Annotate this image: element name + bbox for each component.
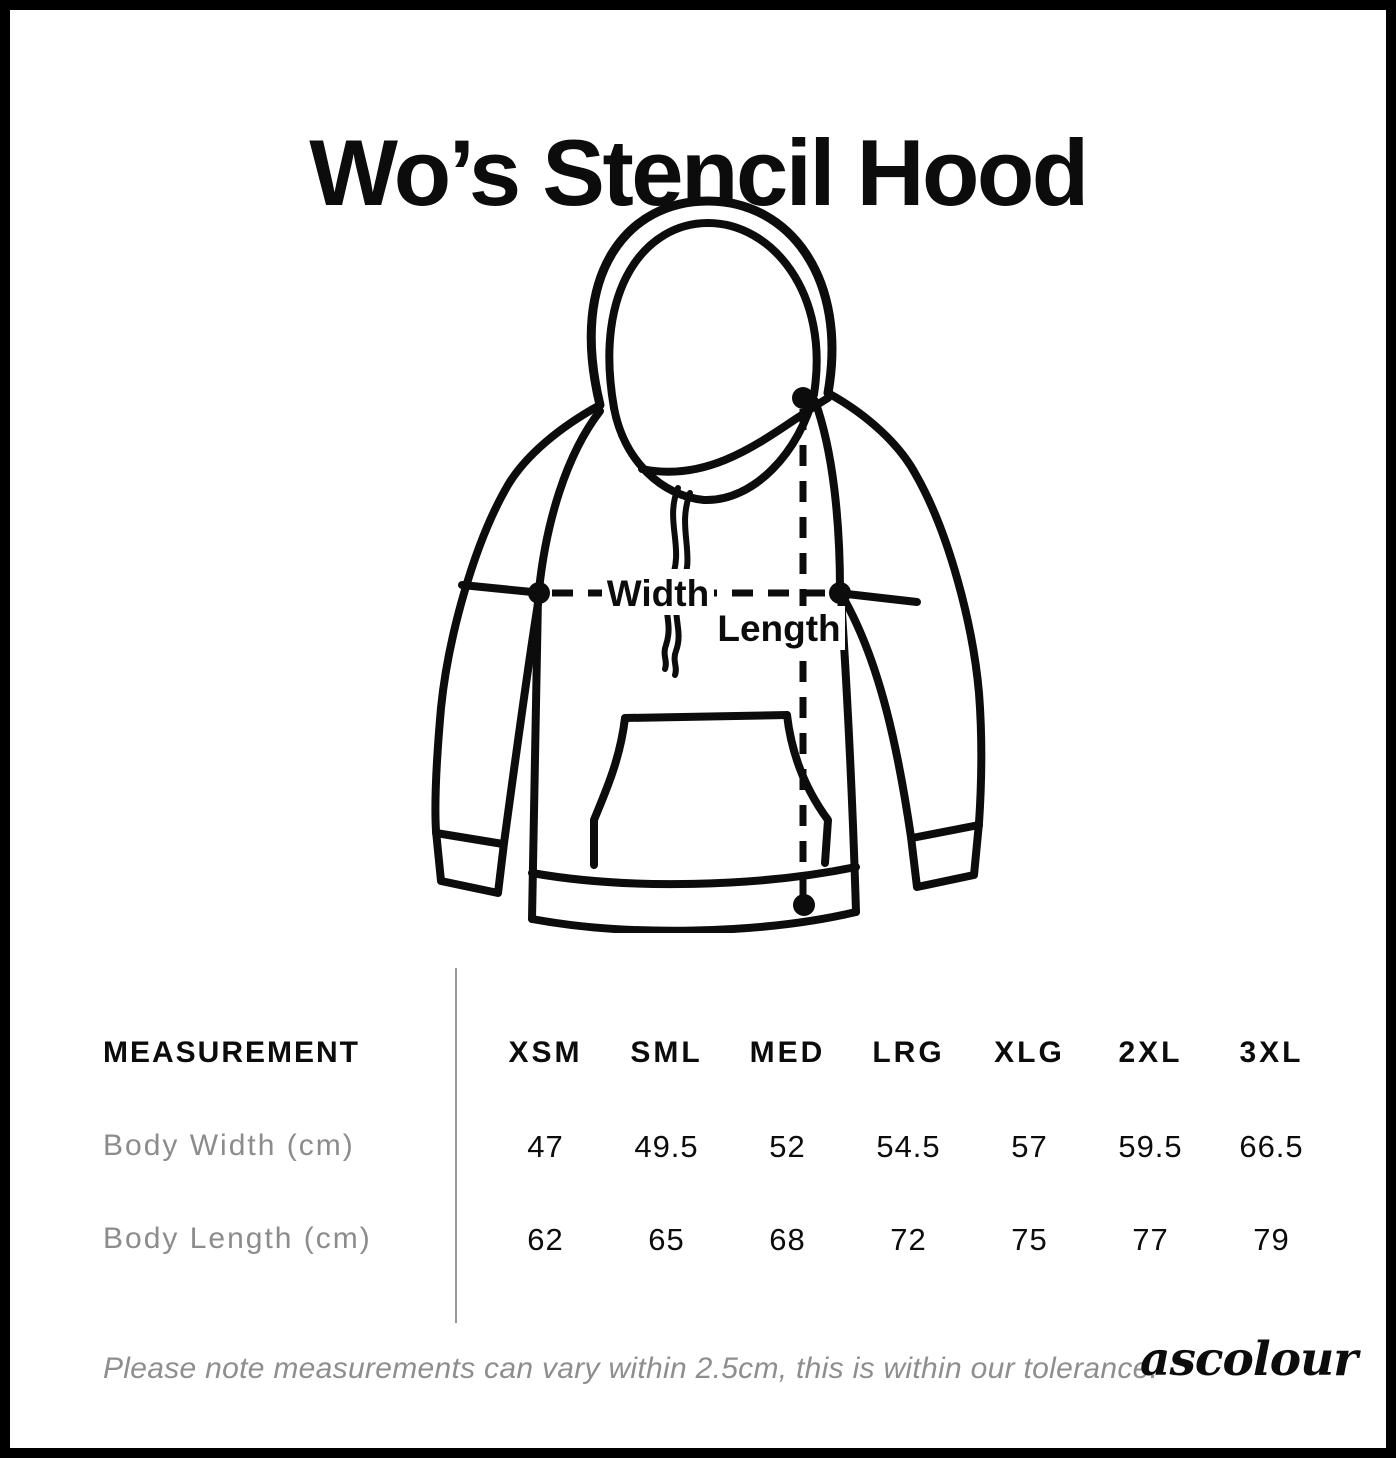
body-width-3xl: 66.5 — [1239, 1129, 1304, 1164]
right-armpit-dot — [829, 582, 851, 604]
body-length-2xl: 77 — [1132, 1222, 1169, 1257]
hoodie-diagram-svg: Width Length — [431, 196, 986, 935]
body-length-lrg: 72 — [890, 1222, 927, 1257]
hood-inner-line — [605, 219, 821, 412]
size-header-xsm: XSM — [508, 1036, 583, 1069]
size-header-2xl: 2XL — [1118, 1036, 1183, 1069]
pocket-left-edge — [590, 714, 629, 869]
body-length-sml: 65 — [648, 1222, 685, 1257]
pocket-top-edge — [621, 711, 791, 722]
left-sleeve-outline — [431, 401, 604, 897]
page-title: Wo’s Stencil Hood — [309, 119, 1089, 225]
left-armhole-seam — [535, 407, 604, 594]
size-header-3xl: 3XL — [1239, 1036, 1304, 1069]
hem-seam — [528, 863, 860, 889]
table-divider-line — [455, 968, 457, 1323]
size-header-lrg: LRG — [872, 1036, 945, 1069]
width-label: Width — [607, 573, 709, 614]
ascolour-logo: ascolour — [1140, 1332, 1358, 1387]
body-bottom-edge — [528, 908, 860, 935]
body-width-xlg: 57 — [1011, 1129, 1048, 1164]
body-length-med: 68 — [769, 1222, 806, 1257]
right-cuff-seam — [908, 821, 983, 842]
body-length-3xl: 79 — [1253, 1222, 1290, 1257]
length-label: Length — [717, 608, 840, 649]
size-header-med: MED — [749, 1036, 826, 1069]
body-length-label: Body Length (cm) — [103, 1222, 372, 1255]
hoodie-illustration: Width Length — [428, 193, 988, 935]
hood-cross-edge — [638, 394, 832, 476]
size-header-xlg: XLG — [994, 1036, 1065, 1069]
body-length-xsm: 62 — [527, 1222, 564, 1257]
left-armpit-dot — [528, 582, 550, 604]
body-width-xsm: 47 — [527, 1129, 564, 1164]
right-sleeve-outline — [824, 389, 986, 891]
table-header-row: MEASUREMENT XSM SML MED LRG XLG 2XL 3XL — [10, 1036, 1386, 1076]
hem-dot — [793, 894, 815, 916]
body-width-lrg: 54.5 — [876, 1129, 941, 1164]
shoulder-dot — [792, 387, 814, 409]
body-width-label: Body Width (cm) — [103, 1129, 355, 1162]
body-width-sml: 49.5 — [634, 1129, 699, 1164]
left-cuff-seam — [432, 829, 507, 848]
left-armpit-seam-line — [458, 581, 536, 596]
body-width-row: Body Width (cm) 47 49.5 52 54.5 57 59.5 … — [10, 1129, 1386, 1169]
tolerance-note: Please note measurements can vary within… — [103, 1352, 1159, 1385]
hood-drape-line — [610, 390, 818, 505]
body-length-xlg: 75 — [1011, 1222, 1048, 1257]
body-width-2xl: 59.5 — [1118, 1129, 1183, 1164]
hood-outer-line — [586, 196, 837, 410]
measurement-header: MEASUREMENT — [103, 1036, 361, 1069]
length-label-background — [713, 606, 845, 650]
body-width-med: 52 — [769, 1129, 806, 1164]
right-armhole-seam — [811, 397, 844, 594]
size-header-sml: SML — [630, 1036, 703, 1069]
body-left-edge — [528, 593, 542, 923]
width-label-background — [602, 569, 714, 615]
right-armpit-seam-line — [843, 590, 921, 606]
pocket-right-edge — [783, 711, 832, 867]
body-length-row: Body Length (cm) 62 65 68 72 75 77 79 — [10, 1222, 1386, 1262]
